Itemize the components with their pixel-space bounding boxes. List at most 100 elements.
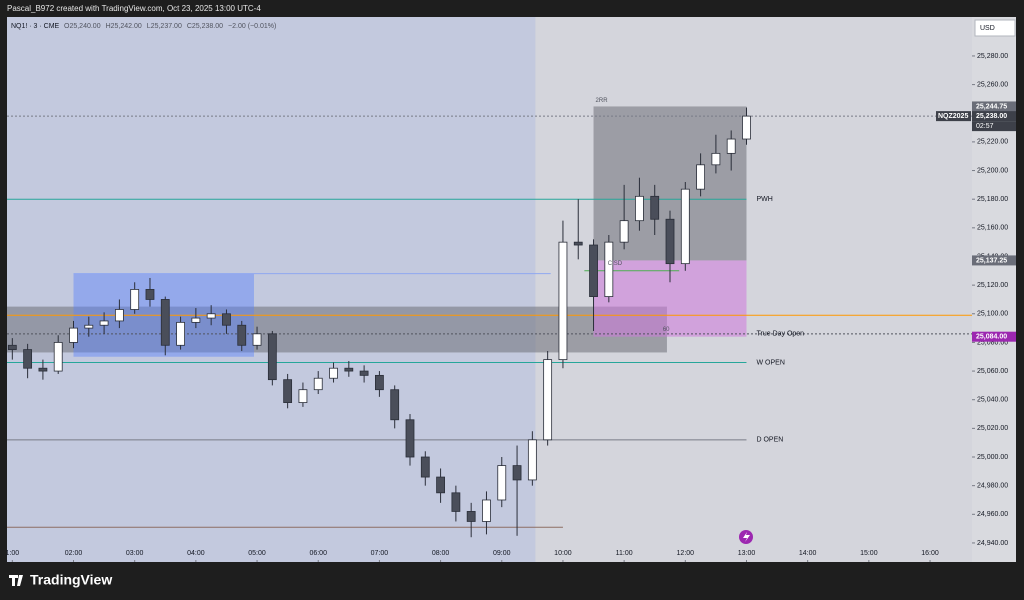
- x-tick-label: 03:00: [126, 550, 144, 557]
- credit: Pascal_B972 created with TradingView.com…: [7, 4, 261, 13]
- candle-body: [375, 374, 384, 391]
- y-tick-label: 25,040.00: [977, 397, 1008, 404]
- y-tick-label: 25,020.00: [977, 425, 1008, 432]
- candle-body: [589, 244, 598, 297]
- candle-body: [38, 367, 48, 372]
- candle-body: [84, 324, 94, 329]
- x-tick-label: 04:00: [187, 550, 205, 557]
- candle-body: [23, 349, 33, 369]
- price-label-bg: [972, 111, 1016, 122]
- price-axis: [972, 17, 1016, 562]
- x-tick-label: 13:00: [738, 550, 756, 557]
- level-label: W OPEN: [756, 359, 784, 366]
- candle-body: [7, 344, 17, 350]
- candle-body: [130, 289, 140, 310]
- candle-body: [573, 241, 583, 246]
- price-label-bg: [972, 255, 1016, 266]
- ohlc-value: O25,240.00: [64, 23, 101, 30]
- x-tick-label: 15:00: [860, 550, 878, 557]
- candle-body: [160, 299, 170, 346]
- candle-body: [176, 321, 185, 346]
- price-label: 25,137.25: [976, 257, 1007, 264]
- x-tick-label: 09:00: [493, 550, 511, 557]
- y-tick-label: 25,100.00: [977, 311, 1008, 318]
- level-label: True Day Open: [756, 331, 804, 338]
- countdown-bg: [972, 121, 1016, 132]
- x-tick-label: 14:00: [799, 550, 817, 557]
- candle-body: [512, 465, 522, 481]
- candle-body: [726, 138, 736, 154]
- candle-body: [482, 499, 491, 522]
- x-tick-label: 02:00: [65, 550, 83, 557]
- y-tick-label: 25,260.00: [977, 81, 1008, 88]
- candle-body: [267, 333, 277, 381]
- symbol-tag: NQZ2025: [938, 113, 968, 120]
- candle-body: [558, 241, 568, 361]
- y-tick-label: 24,960.00: [977, 511, 1008, 518]
- y-tick-label: 25,180.00: [977, 196, 1008, 203]
- price-label: 25,244.75: [976, 103, 1007, 110]
- price-label: 25,238.00: [976, 113, 1007, 120]
- ohlc-value: −2.00 (−0.01%): [228, 23, 276, 30]
- candle-body: [665, 218, 675, 265]
- candle-body: [206, 313, 216, 319]
- candle-body: [604, 241, 614, 297]
- x-tick-label: 16:00: [921, 550, 939, 557]
- x-tick-label: 1:00: [6, 550, 20, 557]
- candle-body: [252, 333, 262, 346]
- candle-body: [390, 389, 400, 421]
- ohlc-value: H25,242.00: [106, 23, 142, 30]
- y-tick-label: 25,000.00: [977, 454, 1008, 461]
- brand-logo: [9, 575, 23, 586]
- candle-body: [359, 370, 369, 376]
- currency: USD: [980, 25, 995, 32]
- session-shade: [7, 17, 536, 562]
- y-tick-label: 25,120.00: [977, 282, 1008, 289]
- candle-body: [344, 367, 354, 372]
- candle-body: [619, 220, 629, 243]
- note: CISD: [608, 261, 623, 267]
- candle-body: [680, 188, 690, 265]
- candle-body: [114, 309, 124, 322]
- candle-body: [466, 511, 476, 522]
- candle-body: [191, 317, 201, 323]
- x-tick-label: 11:00: [616, 550, 633, 557]
- x-tick-label: 10:00: [554, 550, 572, 557]
- candle-body: [99, 320, 109, 326]
- note: 2RR: [596, 98, 609, 104]
- x-tick-label: 07:00: [371, 550, 389, 557]
- countdown: 02:57: [976, 123, 994, 130]
- y-tick-label: 25,060.00: [977, 368, 1008, 375]
- y-tick-label: 24,980.00: [977, 483, 1008, 490]
- candle-body: [145, 289, 155, 300]
- candle-body: [237, 324, 247, 346]
- y-tick-label: 25,280.00: [977, 53, 1008, 60]
- note: 60: [663, 327, 670, 333]
- candle-body: [283, 379, 293, 403]
- candle-body: [405, 419, 415, 458]
- symbol: NQ1! · 3 · CME: [11, 23, 60, 30]
- candle-body: [298, 389, 308, 403]
- candle-body: [329, 367, 338, 379]
- candle-body: [711, 152, 721, 166]
- level-label: D OPEN: [756, 437, 783, 444]
- price-label-bg: [972, 101, 1016, 112]
- x-tick-label: 05:00: [248, 550, 266, 557]
- candle-body: [436, 476, 445, 494]
- candle-body: [650, 195, 660, 220]
- candle-body: [696, 164, 706, 190]
- brand: TradingView: [30, 572, 112, 588]
- x-tick-label: 06:00: [309, 550, 327, 557]
- candle-body: [451, 492, 461, 512]
- candle-body: [420, 456, 430, 478]
- y-tick-label: 25,220.00: [977, 139, 1008, 146]
- ohlc-value: C25,238.00: [187, 23, 223, 30]
- y-tick-label: 25,080.00: [977, 339, 1008, 346]
- candle-body: [69, 327, 78, 343]
- y-tick-label: 25,160.00: [977, 225, 1008, 232]
- candle-body: [53, 342, 63, 372]
- candle-body: [742, 115, 751, 140]
- level-label: PWH: [756, 196, 772, 203]
